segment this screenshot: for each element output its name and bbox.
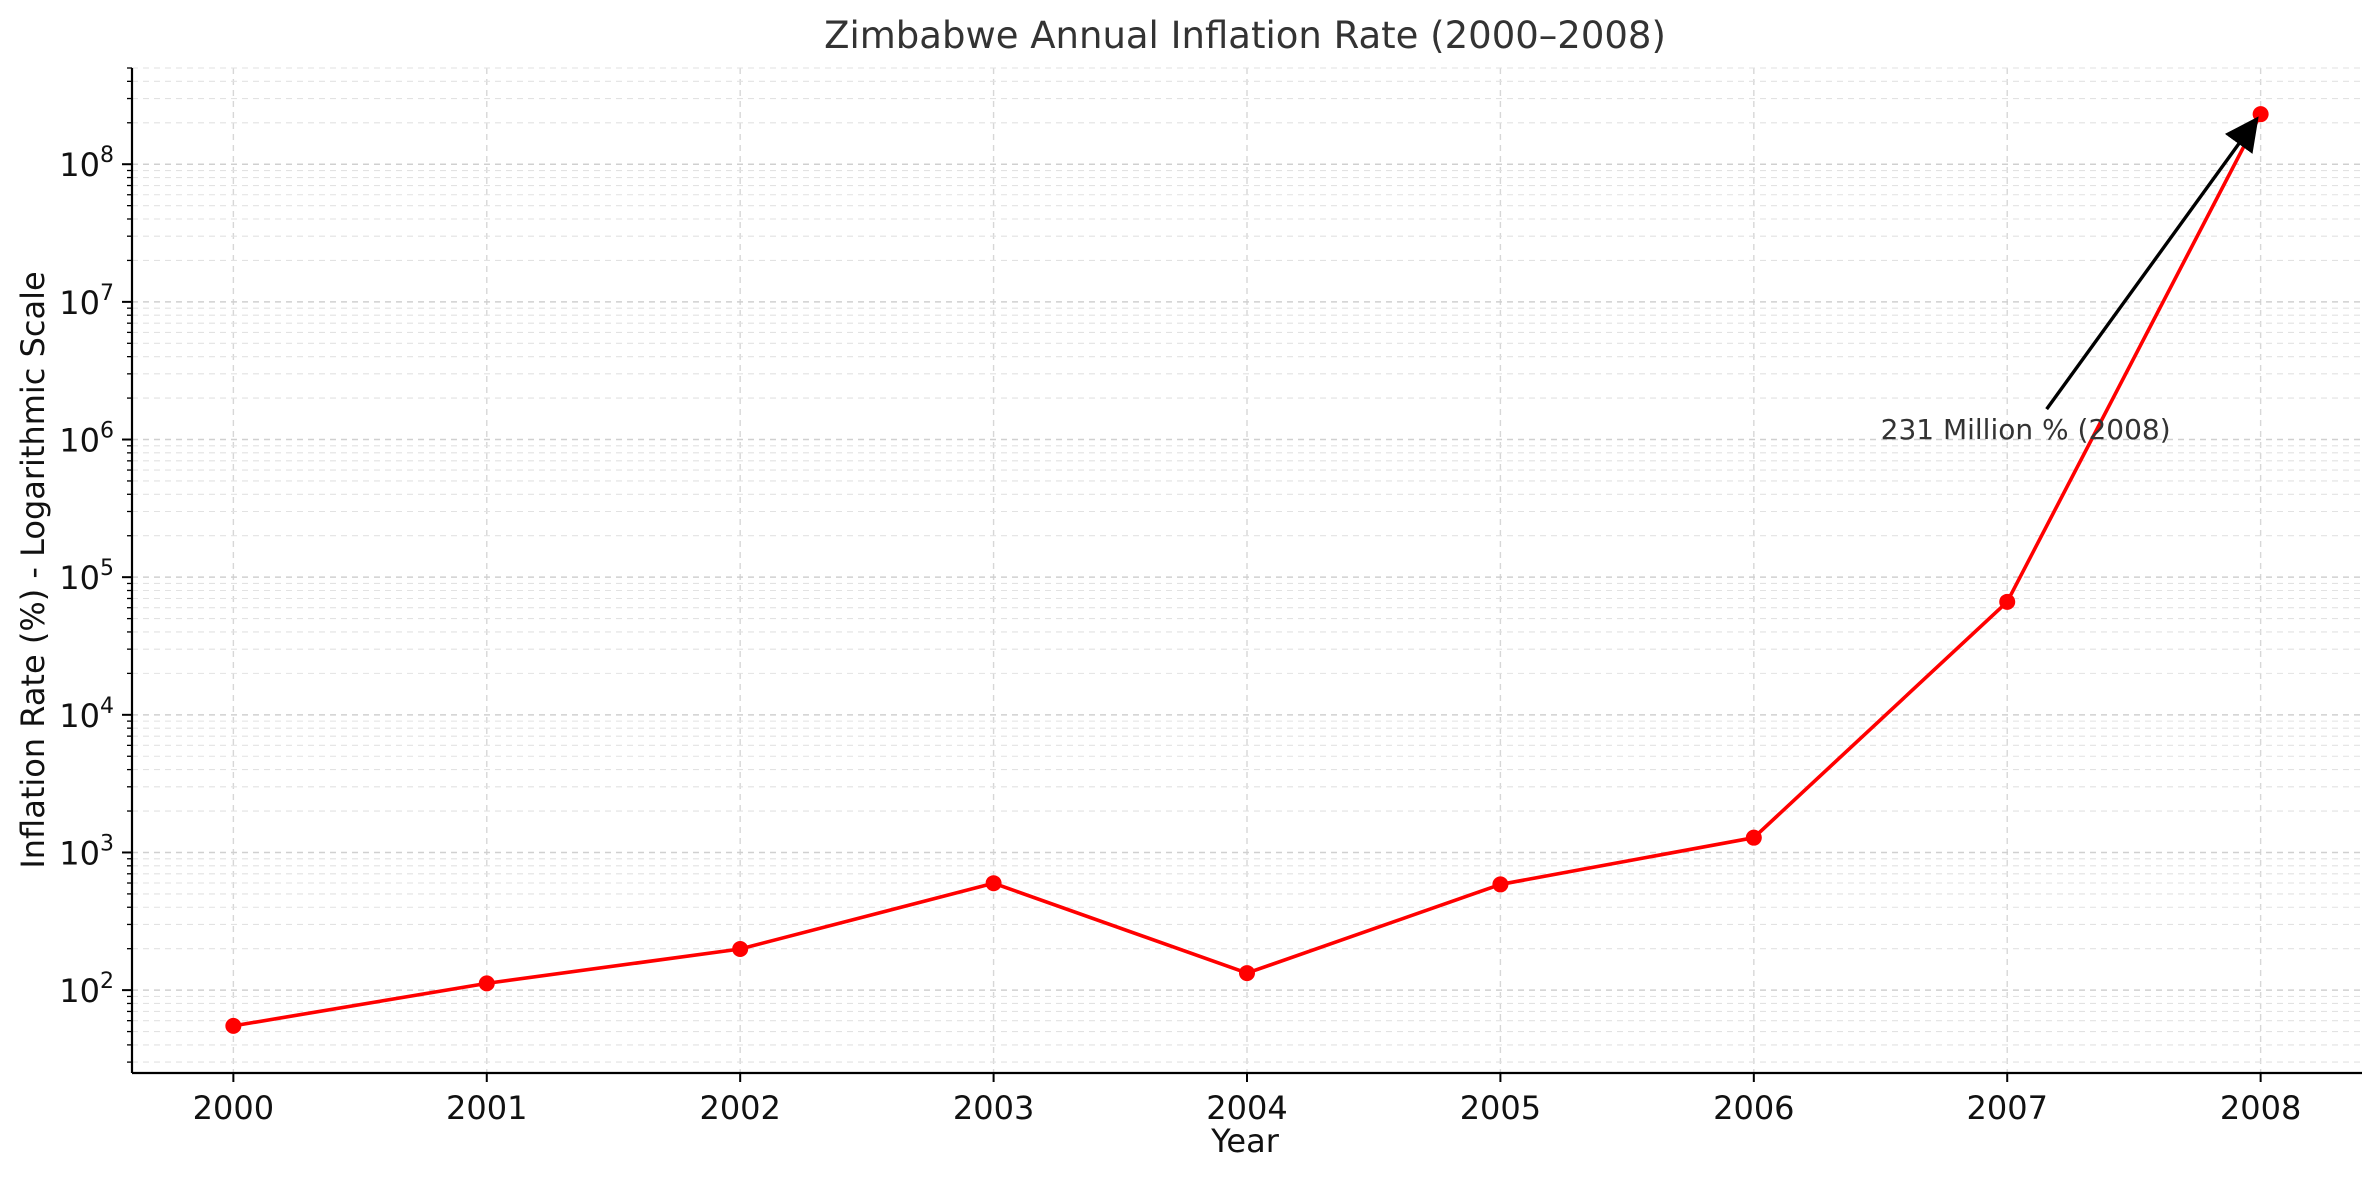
data-point	[1999, 593, 2016, 610]
x-tick-label: 2007	[1967, 1089, 2048, 1127]
chart-title: Zimbabwe Annual Inflation Rate (2000–200…	[824, 14, 1666, 57]
annotation-arrow	[2045, 116, 2259, 411]
data-point	[732, 940, 749, 957]
y-tick-label: 108	[59, 143, 114, 184]
data-point	[225, 1017, 242, 1034]
x-tick-label: 2005	[1460, 1089, 1541, 1127]
x-tick-label: 2008	[2220, 1089, 2301, 1127]
y-tick-label: 103	[59, 831, 114, 872]
grid-layer	[132, 67, 2362, 1073]
x-tick-label: 2003	[953, 1089, 1034, 1127]
annotation-layer: 231 Million % (2008)	[1881, 116, 2259, 446]
series-layer	[225, 106, 2269, 1034]
data-point	[1492, 876, 1509, 893]
x-tick-label: 2006	[1713, 1089, 1794, 1127]
data-point	[1239, 965, 1255, 982]
x-tick-label: 2001	[446, 1089, 527, 1127]
data-point	[1745, 829, 1762, 846]
annotation-label: 231 Million % (2008)	[1881, 413, 2171, 446]
y-axis-label: Inflation Rate (%) - Logarithmic Scale	[14, 271, 52, 868]
x-tick-label: 2000	[193, 1089, 274, 1127]
x-axis-label: Year	[1210, 1122, 1280, 1160]
y-tick-label: 105	[59, 556, 114, 597]
data-point	[985, 875, 1002, 892]
x-tick-label: 2004	[1206, 1089, 1287, 1127]
y-tick-label: 106	[59, 419, 114, 460]
ticks-layer: 2000 2001 2002 2003 2004 2005 2006 2007 2008 102 1…	[59, 67, 2301, 1127]
data-point	[478, 975, 495, 992]
x-tick-label: 2002	[699, 1089, 780, 1127]
y-tick-label: 104	[59, 694, 114, 735]
y-tick-label: 107	[59, 281, 114, 322]
y-tick-label: 102	[59, 969, 114, 1010]
